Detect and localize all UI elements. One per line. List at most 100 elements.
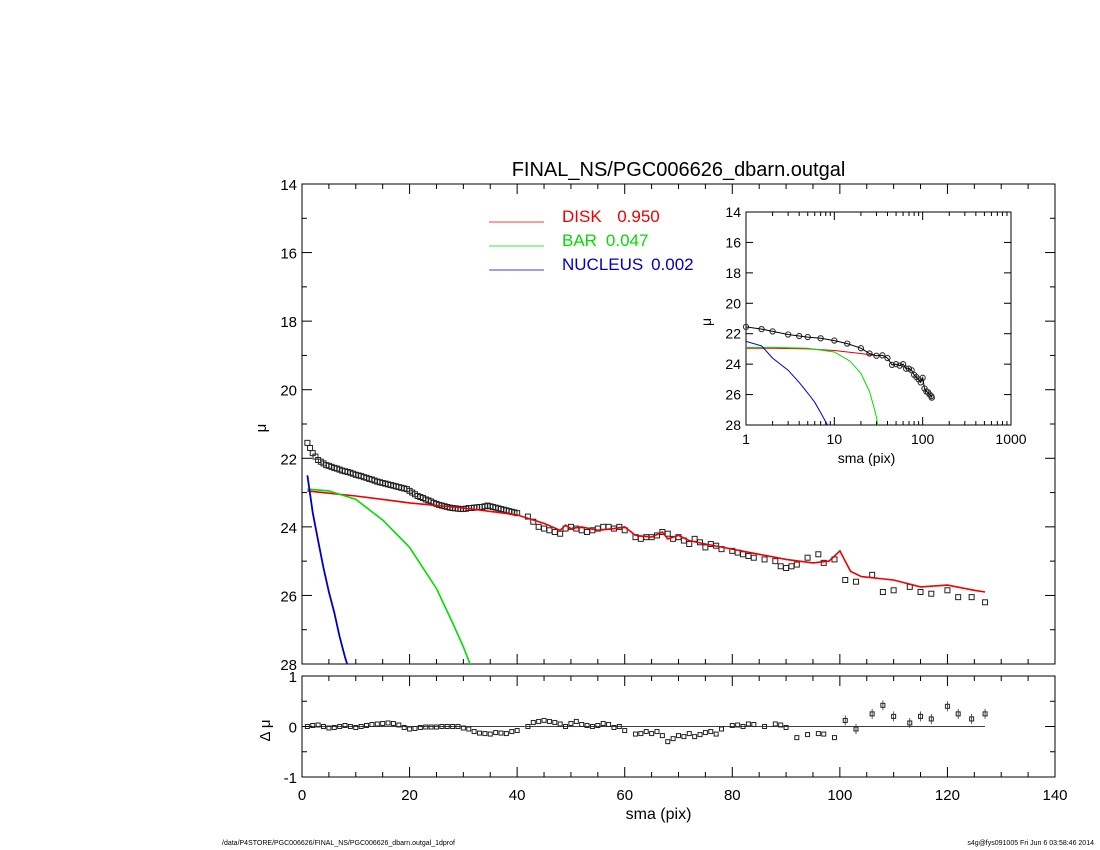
residual-point xyxy=(745,721,751,727)
residual-point xyxy=(541,717,547,723)
residual-point xyxy=(969,716,975,722)
observed-point xyxy=(578,527,585,534)
y-tick-label: 26 xyxy=(280,588,297,605)
observed-point xyxy=(777,563,784,570)
residual-point xyxy=(622,728,628,734)
residual-point xyxy=(611,725,617,731)
inset-observed-point xyxy=(844,340,851,347)
residual-point xyxy=(337,724,343,729)
x-tick-label: 20 xyxy=(401,787,418,804)
inset-y-axis-label: μ xyxy=(698,318,714,326)
residual-point xyxy=(557,721,563,727)
residual-point xyxy=(503,731,509,737)
observed-point xyxy=(879,589,886,595)
residual-point xyxy=(423,724,429,730)
observed-point xyxy=(600,523,607,530)
bar-model-line xyxy=(307,488,471,664)
residual-point xyxy=(692,734,698,740)
observed-point xyxy=(955,594,962,601)
residual-point xyxy=(573,718,579,724)
residual-y-tick-label: -1 xyxy=(284,770,297,787)
residual-point xyxy=(783,725,789,731)
residual-point xyxy=(918,713,924,719)
footer-timestamp: s4g@fys091005 Fri Jun 6 03:58:46 2014 xyxy=(967,840,1094,847)
residual-point xyxy=(632,731,638,737)
residual-point xyxy=(681,734,687,740)
observed-point xyxy=(546,527,553,534)
observed-point xyxy=(686,541,693,547)
x-tick-label: 140 xyxy=(1042,787,1067,804)
residual-point xyxy=(466,726,472,732)
residual-point xyxy=(460,725,466,731)
observed-point xyxy=(788,563,795,570)
residual-point xyxy=(579,721,585,727)
residual-point xyxy=(654,729,660,735)
residual-point xyxy=(638,731,644,737)
legend-label-nucleus: NUCLEUS xyxy=(562,255,643,274)
observed-point xyxy=(982,599,989,606)
x-tick-label: 0 xyxy=(298,787,306,804)
residual-point xyxy=(417,725,423,731)
chart-title: FINAL_NS/PGC006626_dbarn.outgal xyxy=(512,159,846,181)
inset-observed-point xyxy=(888,361,896,369)
residual-point xyxy=(455,724,461,729)
inset-observed-point xyxy=(899,360,907,368)
residual-point xyxy=(778,722,784,728)
legend-value-disk: 0.950 xyxy=(617,207,660,226)
observed-point xyxy=(750,554,757,561)
residual-point xyxy=(649,731,655,737)
inset-frame xyxy=(745,211,1012,426)
residual-point xyxy=(385,720,391,726)
residual-point xyxy=(498,730,504,736)
residual-point xyxy=(955,711,961,717)
observed-point xyxy=(740,551,747,558)
residual-point xyxy=(719,726,725,732)
x-tick-label: 60 xyxy=(616,787,633,804)
residual-point xyxy=(665,739,671,745)
residual-point xyxy=(659,733,665,739)
observed-point xyxy=(584,529,591,535)
inset-y-tick-label: 20 xyxy=(725,295,741,311)
residual-point xyxy=(762,724,768,729)
residual-point xyxy=(584,722,590,728)
residual-point xyxy=(880,702,886,708)
observed-point xyxy=(557,530,564,537)
observed-point xyxy=(890,587,897,594)
main-panel: FINAL_NS/PGC006626_dbarn.outgal 14 16 18 20 2… xyxy=(253,159,1056,674)
residual-point xyxy=(735,722,741,728)
inset-y-tick-label: 14 xyxy=(725,204,741,220)
observed-point xyxy=(842,577,849,583)
legend-label-disk: DISK xyxy=(562,207,602,226)
residual-point xyxy=(686,731,692,737)
observed-point xyxy=(820,559,827,566)
inset-panel: 14 16 18 20 22 24 26 281 10 100 1000 sma (pix) μ xyxy=(698,204,1027,466)
inset-x-tick-label: 10 xyxy=(827,431,843,447)
observed-point xyxy=(944,587,951,594)
inset-y-tick-label: 28 xyxy=(725,417,741,433)
observed-point xyxy=(869,571,876,578)
residual-point xyxy=(530,719,536,725)
observed-point xyxy=(551,529,558,535)
residual-point xyxy=(342,722,348,728)
observed-point xyxy=(535,523,542,530)
residual-point xyxy=(347,724,353,729)
y-tick-label: 20 xyxy=(280,383,297,400)
residual-point xyxy=(390,720,396,726)
observed-point xyxy=(745,553,752,559)
residual-point xyxy=(364,722,370,728)
residual-point xyxy=(643,729,649,735)
residual-point xyxy=(805,732,811,738)
x-axis-label: sma (pix) xyxy=(626,806,692,823)
inset-x-axis-label: sma (pix) xyxy=(838,450,896,466)
residual-point xyxy=(713,731,719,737)
residual-point xyxy=(315,722,321,728)
residual-point xyxy=(702,730,708,736)
residual-point xyxy=(412,726,418,732)
y-tick-label: 22 xyxy=(280,451,297,468)
residual-point xyxy=(891,713,897,719)
residual-point xyxy=(476,730,482,736)
residual-point xyxy=(471,729,477,735)
residual-point xyxy=(353,725,359,731)
residual-point xyxy=(729,722,735,728)
residual-y-axis-label: Δ μ xyxy=(257,719,274,741)
